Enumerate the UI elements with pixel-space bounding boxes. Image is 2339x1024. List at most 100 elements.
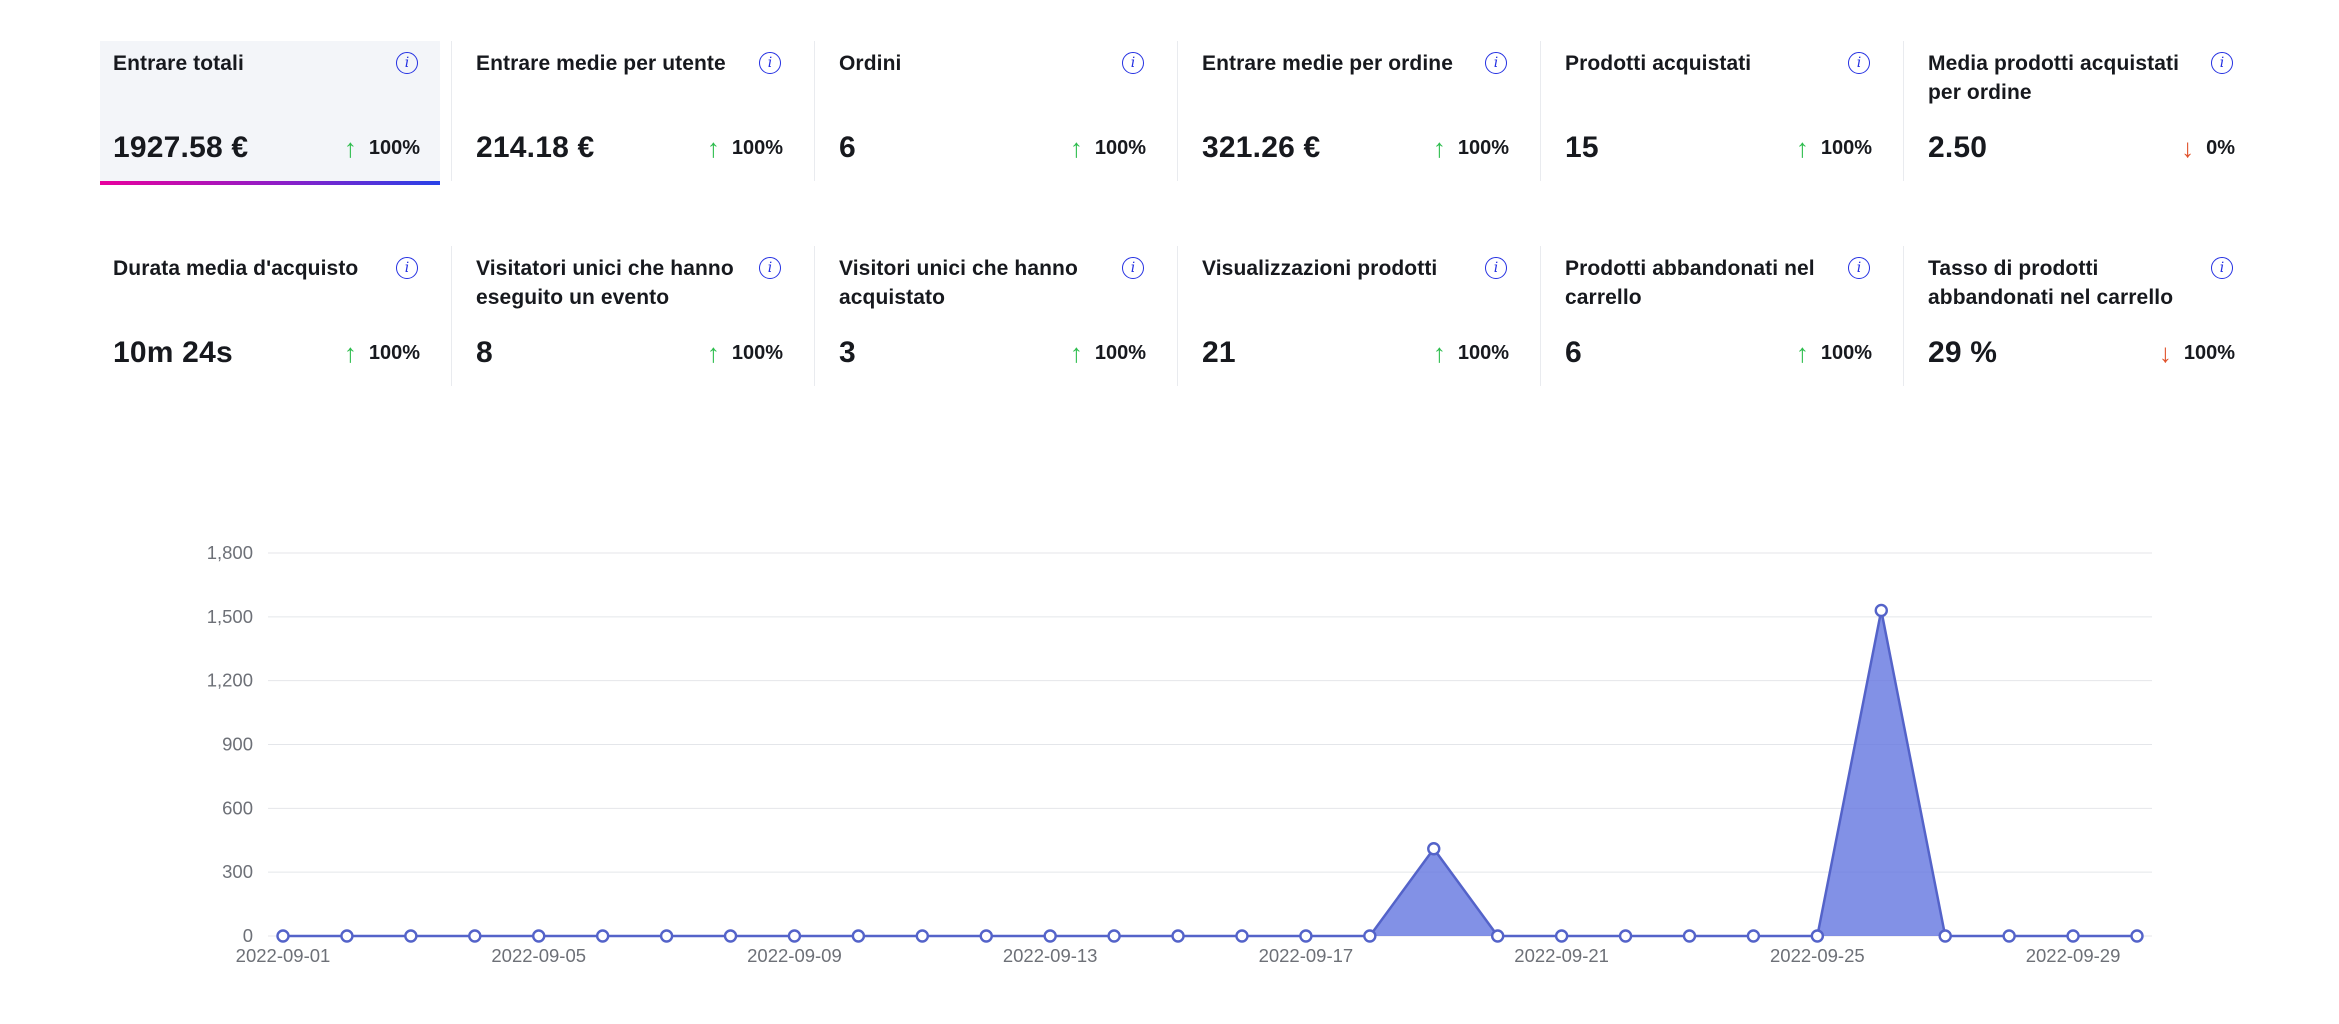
series-line bbox=[283, 609, 2137, 938]
arrow-up-icon: ↑ bbox=[1069, 338, 1083, 368]
info-icon[interactable]: i bbox=[759, 257, 781, 279]
kpi-value: 15 bbox=[1565, 131, 1599, 164]
kpi-card-durata-media-acquisto[interactable]: Durata media d'acquisto i 10m 24s ↑ 100% bbox=[100, 246, 440, 386]
data-point-marker[interactable] bbox=[723, 929, 738, 943]
kpi-value: 8 bbox=[476, 336, 493, 369]
arrow-up-icon: ↑ bbox=[1432, 133, 1446, 163]
info-icon[interactable]: i bbox=[396, 52, 418, 74]
y-axis-tick-label: 1,800 bbox=[207, 542, 253, 563]
x-axis-tick-label: 2022-09-25 bbox=[1770, 945, 1865, 966]
data-point-marker[interactable] bbox=[532, 929, 546, 943]
trend-indicator: ↑ 100% bbox=[707, 135, 783, 161]
data-point-marker[interactable] bbox=[1618, 929, 1633, 943]
data-point-marker[interactable] bbox=[1299, 929, 1313, 943]
data-point-marker[interactable] bbox=[1810, 929, 1825, 943]
kpi-label: Media prodotti acquistati per ordine bbox=[1928, 52, 2180, 104]
data-point-marker[interactable] bbox=[1490, 929, 1505, 943]
info-icon[interactable]: i bbox=[1848, 257, 1870, 279]
arrow-up-icon: ↑ bbox=[1432, 338, 1446, 368]
kpi-value: 1927.58 € bbox=[113, 131, 249, 164]
data-point-marker[interactable] bbox=[2002, 929, 2016, 943]
trend-percent: 100% bbox=[731, 341, 783, 364]
data-point-marker[interactable] bbox=[1682, 929, 1697, 943]
data-point-marker[interactable] bbox=[787, 929, 802, 943]
metric-trend-area-chart[interactable]: 0 300 600 900 1,200 1,500 1,800 2022-09-01 2022-… bbox=[0, 525, 2339, 995]
trend-percent: 100% bbox=[1820, 136, 1872, 159]
trend-percent: 100% bbox=[2183, 341, 2235, 364]
kpi-label: Visitori unici che hanno acquistato bbox=[839, 257, 1078, 309]
arrow-up-icon: ↑ bbox=[343, 338, 357, 368]
trend-percent: 100% bbox=[368, 341, 420, 364]
info-icon[interactable]: i bbox=[2211, 257, 2233, 279]
arrow-up-icon: ↑ bbox=[1795, 338, 1809, 368]
x-axis-tick-label: 2022-09-21 bbox=[1514, 945, 1609, 966]
area-chart-svg: 0 300 600 900 1,200 1,500 1,800 2022-09-01 2022-… bbox=[207, 542, 2152, 966]
kpi-value: 2.50 bbox=[1928, 131, 1988, 164]
info-icon[interactable]: i bbox=[1122, 52, 1144, 74]
trend-indicator: ↑ 100% bbox=[1070, 340, 1146, 366]
data-point-marker[interactable] bbox=[468, 929, 482, 943]
kpi-card-entrare-totali[interactable]: Entrare totali i 1927.58 € ↑ 100% bbox=[100, 41, 440, 185]
trend-indicator: ↑ 100% bbox=[1796, 135, 1872, 161]
trend-percent: 100% bbox=[1457, 136, 1509, 159]
data-point-marker[interactable] bbox=[404, 929, 418, 943]
data-point-marker[interactable] bbox=[2066, 929, 2080, 943]
data-point-marker[interactable] bbox=[1554, 929, 1569, 943]
kpi-value: 29 % bbox=[1928, 336, 1998, 369]
data-point-marker[interactable] bbox=[1746, 929, 1761, 943]
info-icon[interactable]: i bbox=[759, 52, 781, 74]
kpi-card-prodotti-acquistati[interactable]: Prodotti acquistati i 15 ↑ 100% bbox=[1540, 41, 1892, 181]
kpi-label: Visualizzazioni prodotti bbox=[1202, 257, 1438, 280]
data-point-marker[interactable] bbox=[659, 929, 674, 943]
data-point-marker[interactable] bbox=[1938, 929, 1952, 943]
data-point-marker[interactable] bbox=[915, 929, 930, 943]
info-icon[interactable]: i bbox=[2211, 52, 2233, 74]
data-point-marker[interactable] bbox=[851, 929, 866, 943]
kpi-card-prodotti-abbandonati[interactable]: Prodotti abbandonati nel carrello i 6 ↑ … bbox=[1540, 246, 1892, 386]
data-point-marker[interactable] bbox=[1171, 929, 1185, 943]
trend-indicator: ↑ 100% bbox=[1433, 135, 1509, 161]
x-axis-tick-label: 2022-09-17 bbox=[1259, 945, 1354, 966]
info-icon[interactable]: i bbox=[1485, 52, 1507, 74]
data-point-marker[interactable] bbox=[979, 929, 993, 943]
data-point-marker[interactable] bbox=[595, 929, 610, 943]
data-point-marker[interactable] bbox=[276, 929, 290, 943]
data-point-marker[interactable] bbox=[340, 929, 354, 943]
info-icon[interactable]: i bbox=[396, 257, 418, 279]
kpi-value: 321.26 € bbox=[1202, 131, 1321, 164]
data-point-marker[interactable] bbox=[1235, 929, 1249, 943]
x-axis-tick-label: 2022-09-09 bbox=[747, 945, 842, 966]
y-axis-tick-label: 300 bbox=[222, 861, 253, 882]
trend-percent: 100% bbox=[1820, 341, 1872, 364]
arrow-up-icon: ↑ bbox=[1795, 133, 1809, 163]
info-icon[interactable]: i bbox=[1485, 257, 1507, 279]
trend-percent: 100% bbox=[368, 136, 420, 159]
kpi-grid: Entrare totali i 1927.58 € ↑ 100% Entrar… bbox=[100, 41, 2255, 386]
kpi-label: Durata media d'acquisto bbox=[113, 257, 359, 280]
trend-indicator: ↑ 100% bbox=[1070, 135, 1146, 161]
kpi-card-tasso-abbandono[interactable]: Tasso di prodotti abbandonati nel carrel… bbox=[1903, 246, 2255, 386]
kpi-card-entrare-medie-utente[interactable]: Entrare medie per utente i 214.18 € ↑ 10… bbox=[451, 41, 803, 181]
data-point-marker[interactable] bbox=[1043, 929, 1057, 943]
kpi-card-media-prodotti-ordine[interactable]: Media prodotti acquistati per ordine i 2… bbox=[1903, 41, 2255, 181]
trend-percent: 100% bbox=[731, 136, 783, 159]
kpi-card-visitatori-unici-evento[interactable]: Visitatori unici che hanno eseguito un e… bbox=[451, 246, 803, 386]
kpi-value: 3 bbox=[839, 336, 856, 369]
data-point-marker[interactable] bbox=[2130, 929, 2144, 943]
info-icon[interactable]: i bbox=[1122, 257, 1144, 279]
arrow-down-icon: ↓ bbox=[2181, 133, 2195, 163]
data-point-marker[interactable] bbox=[1107, 929, 1121, 943]
y-axis-tick-label: 0 bbox=[243, 925, 253, 946]
kpi-card-ordini[interactable]: Ordini i 6 ↑ 100% bbox=[814, 41, 1166, 181]
trend-indicator: ↑ 100% bbox=[344, 340, 420, 366]
kpi-label: Entrare medie per ordine bbox=[1202, 52, 1453, 75]
info-icon[interactable]: i bbox=[1848, 52, 1870, 74]
trend-percent: 100% bbox=[1094, 341, 1146, 364]
data-point-marker[interactable] bbox=[1427, 842, 1441, 856]
kpi-card-visualizzazioni-prodotti[interactable]: Visualizzazioni prodotti i 21 ↑ 100% bbox=[1177, 246, 1529, 386]
data-point-marker[interactable] bbox=[1363, 929, 1377, 943]
kpi-card-entrare-medie-ordine[interactable]: Entrare medie per ordine i 321.26 € ↑ 10… bbox=[1177, 41, 1529, 181]
data-point-marker[interactable] bbox=[1874, 603, 1888, 618]
kpi-card-visitori-unici-acquistato[interactable]: Visitori unici che hanno acquistato i 3 … bbox=[814, 246, 1166, 386]
y-axis-tick-label: 900 bbox=[222, 734, 253, 755]
